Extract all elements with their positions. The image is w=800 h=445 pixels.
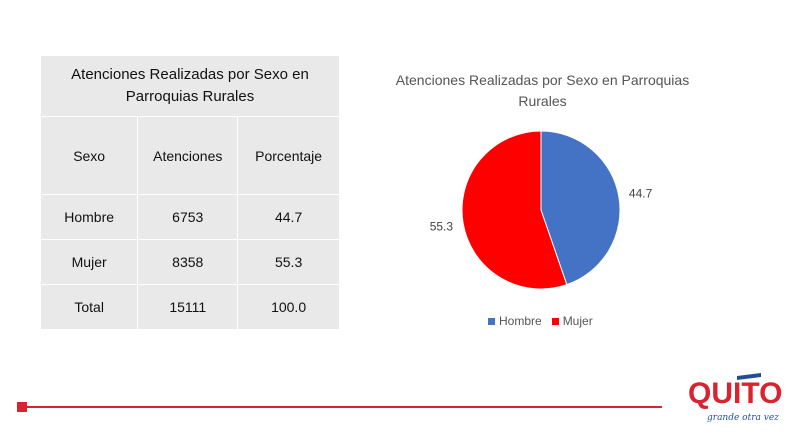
cell-atenciones: 15111 (137, 284, 239, 330)
header-atenciones: Atenciones (137, 116, 239, 195)
legend-item-mujer: Mujer (551, 314, 593, 328)
data-label-hombre: 44.7 (629, 186, 653, 200)
chart-legend: Hombre Mujer (488, 314, 593, 328)
chart-title: Atenciones Realizadas por Sexo en Parroq… (395, 72, 690, 109)
quito-logo: QUITO grande otra vez (688, 373, 782, 423)
summary-table: Atenciones Realizadas por Sexo en Parroq… (39, 55, 340, 330)
pie-chart: 44.7 55.3 (430, 130, 653, 290)
cell-sexo: Hombre (39, 194, 139, 240)
table-title: Atenciones Realizadas por Sexo en Parroq… (40, 55, 340, 117)
cell-sexo: Total (39, 284, 139, 330)
legend-swatch-hombre (488, 317, 495, 325)
table-row: Total 15111 100.0 (39, 284, 340, 330)
table-row: Mujer 8358 55.3 (39, 239, 340, 285)
header-sexo: Sexo (39, 116, 139, 195)
logo-tagline: grande otra vez (707, 413, 779, 423)
decorative-line (22, 406, 662, 408)
header-porcentaje: Porcentaje (237, 116, 340, 195)
data-label-mujer: 55.3 (430, 220, 454, 234)
pie-slice-mujer (461, 130, 568, 290)
logo-accent-shape (737, 373, 761, 380)
legend-swatch-mujer (551, 317, 559, 325)
cell-porcentaje: 44.7 (237, 194, 340, 240)
logo-text: QUITO (688, 377, 782, 410)
summary-table-container: Atenciones Realizadas por Sexo en Parroq… (39, 55, 340, 330)
legend-item-hombre: Hombre (488, 314, 542, 328)
pie-slice-hombre (540, 130, 621, 286)
cell-porcentaje: 100.0 (237, 284, 340, 330)
legend-label-mujer: Mujer (562, 314, 593, 328)
cell-porcentaje: 55.3 (237, 239, 340, 285)
cell-sexo: Mujer (39, 239, 139, 285)
table-row: Hombre 6753 44.7 (39, 194, 340, 240)
table-header-row: Sexo Atenciones Porcentaje (39, 116, 340, 195)
legend-label-hombre: Hombre (499, 314, 542, 328)
cell-atenciones: 6753 (137, 194, 239, 240)
cell-atenciones: 8358 (137, 239, 239, 285)
